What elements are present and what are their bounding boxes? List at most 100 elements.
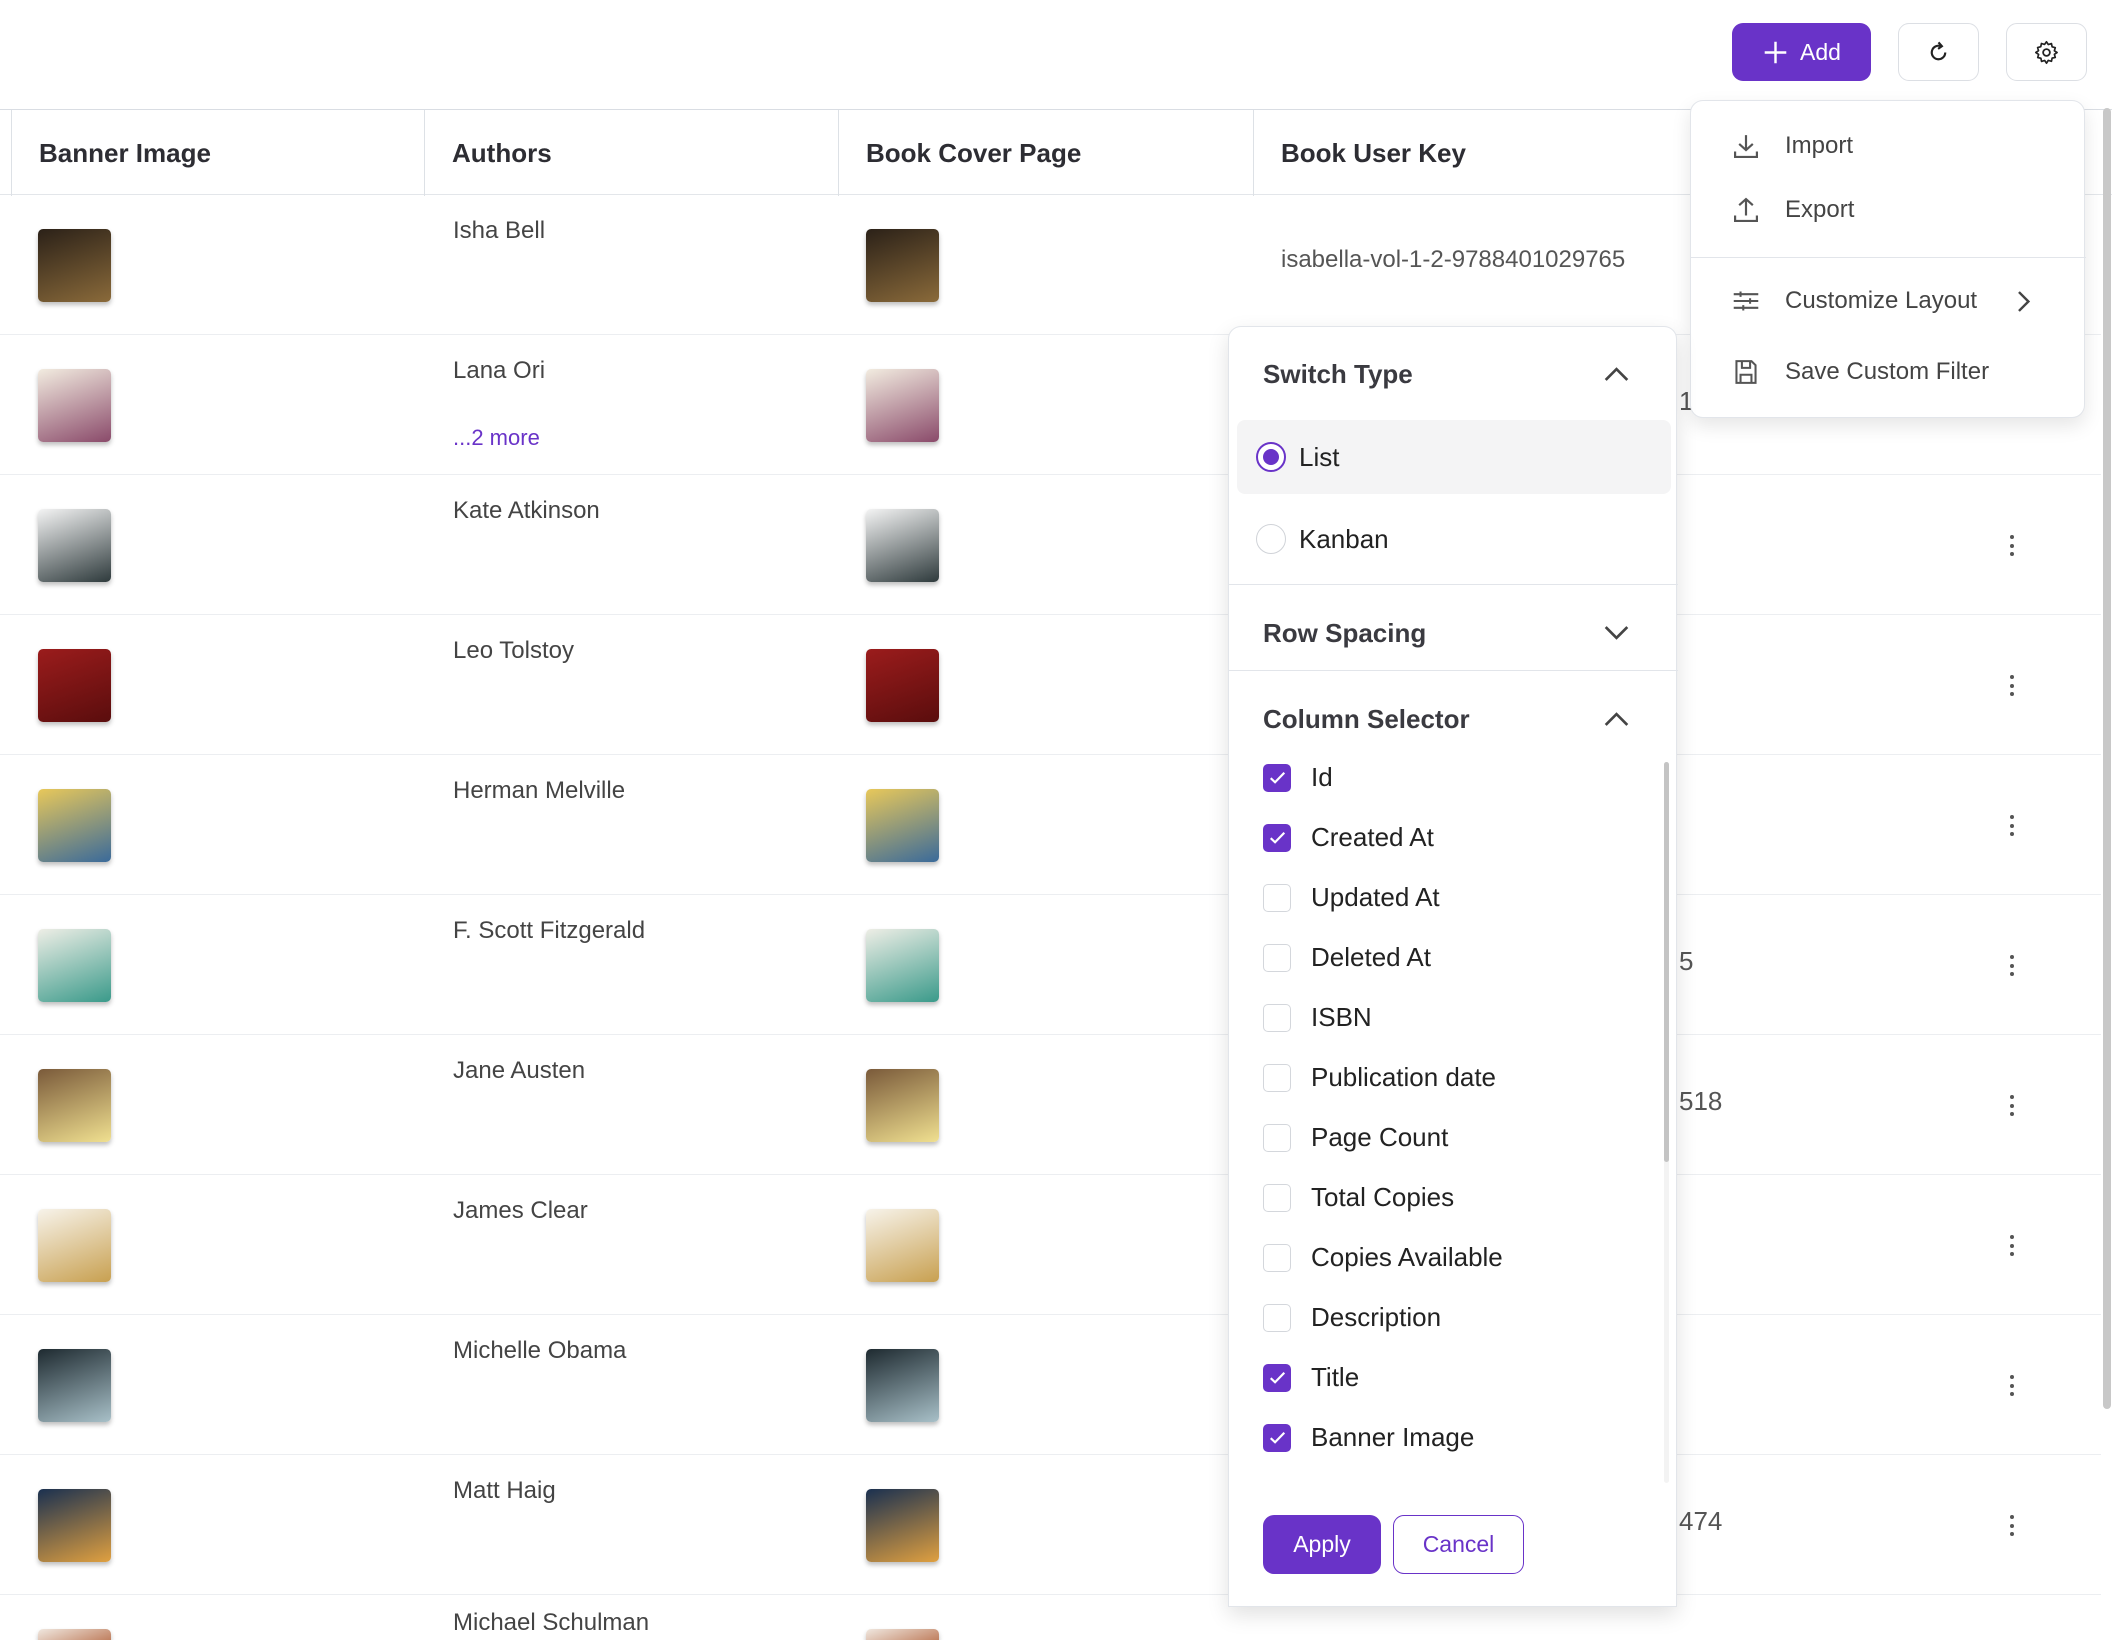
- column-header-book-user-key[interactable]: Book User Key: [1253, 110, 1684, 196]
- menu-item-import[interactable]: Import: [1731, 131, 1853, 161]
- checkbox[interactable]: [1263, 1303, 1291, 1332]
- checkbox[interactable]: [1263, 1003, 1291, 1032]
- apply-button[interactable]: Apply: [1263, 1515, 1381, 1574]
- table-row[interactable]: Herman Melville: [0, 755, 2101, 895]
- table-row[interactable]: Michelle Obama: [0, 1315, 2101, 1455]
- column-option[interactable]: Page Count: [1263, 1122, 1448, 1153]
- book-cover-image: [866, 1069, 939, 1142]
- banner-image: [38, 1629, 111, 1640]
- column-option-label: Id: [1311, 762, 1333, 792]
- refresh-button[interactable]: [1898, 23, 1979, 81]
- table-row[interactable]: James Clear: [0, 1175, 2101, 1315]
- row-actions-kebab-icon[interactable]: [2005, 952, 2019, 979]
- checkbox[interactable]: [1263, 883, 1291, 912]
- column-option[interactable]: Deleted At: [1263, 942, 1431, 973]
- refresh-icon: [1930, 41, 1947, 60]
- table-header: Banner Image Authors Book Cover Page Boo…: [0, 109, 2112, 196]
- column-selector-header[interactable]: Column Selector: [1263, 704, 1470, 734]
- book-cover-image: [866, 649, 939, 722]
- row-actions-kebab-icon[interactable]: [2005, 812, 2019, 839]
- divider: [1229, 584, 1678, 585]
- more-authors-link[interactable]: ...2 more: [453, 425, 540, 450]
- column-option-label: Deleted At: [1311, 942, 1431, 972]
- column-header-authors[interactable]: Authors: [424, 110, 838, 196]
- download-icon: [1734, 135, 1758, 158]
- table-row[interactable]: Michael Schulman: [0, 1595, 2101, 1640]
- row-actions-kebab-icon[interactable]: [2005, 1372, 2019, 1399]
- column-option[interactable]: Created At: [1263, 822, 1434, 853]
- column-option[interactable]: Id: [1263, 762, 1333, 793]
- chevron-up-icon[interactable]: [1603, 706, 1630, 733]
- row-actions-kebab-icon[interactable]: [2005, 532, 2019, 559]
- checkbox[interactable]: [1263, 763, 1291, 792]
- checkbox[interactable]: [1263, 1363, 1291, 1392]
- column-option[interactable]: Publication date: [1263, 1062, 1496, 1093]
- row-actions-kebab-icon[interactable]: [2005, 672, 2019, 699]
- checkbox[interactable]: [1263, 1063, 1291, 1092]
- cancel-button[interactable]: Cancel: [1393, 1515, 1524, 1574]
- column-option-label: Updated At: [1311, 882, 1440, 912]
- book-cover-image: [866, 1489, 939, 1562]
- chevron-up-icon[interactable]: [1603, 361, 1630, 388]
- row-actions-kebab-icon[interactable]: [2005, 1092, 2019, 1119]
- column-option[interactable]: Description: [1263, 1302, 1441, 1333]
- checkbox[interactable]: [1263, 1423, 1291, 1452]
- banner-image: [38, 1069, 111, 1142]
- settings-button[interactable]: [2006, 23, 2087, 81]
- banner-image: [38, 369, 111, 442]
- radio-list[interactable]: [1256, 442, 1286, 472]
- table-row[interactable]: Leo Tolstoy: [0, 615, 2101, 755]
- author-name: Leo Tolstoy: [453, 637, 574, 664]
- menu-item-export[interactable]: Export: [1731, 195, 1854, 225]
- column-header-banner-image[interactable]: Banner Image: [11, 110, 424, 196]
- column-option[interactable]: Copies Available: [1263, 1242, 1503, 1273]
- banner-image: [38, 929, 111, 1002]
- checkbox[interactable]: [1263, 943, 1291, 972]
- column-option-label: Total Copies: [1311, 1182, 1455, 1212]
- plus-icon: [1764, 41, 1787, 63]
- column-option[interactable]: Updated At: [1263, 882, 1440, 913]
- column-list-scrollbar[interactable]: [1664, 762, 1669, 1162]
- menu-divider: [1691, 257, 2086, 258]
- switch-type-header[interactable]: Switch Type: [1263, 359, 1413, 389]
- table-row[interactable]: F. Scott Fitzgerald 5: [0, 895, 2101, 1035]
- banner-image: [38, 229, 111, 302]
- table-row[interactable]: Isha Bell isabella-vol-1-2-9788401029765: [0, 195, 2101, 335]
- column-option[interactable]: Banner Image: [1263, 1422, 1474, 1453]
- option-kanban[interactable]: Kanban: [1237, 502, 1671, 576]
- option-list[interactable]: List: [1237, 420, 1671, 494]
- add-button[interactable]: Add: [1732, 23, 1871, 81]
- column-option[interactable]: Title: [1263, 1362, 1359, 1393]
- row-actions-kebab-icon[interactable]: [2005, 1512, 2019, 1539]
- checkbox[interactable]: [1263, 1123, 1291, 1152]
- author-name: Lana Ori: [453, 357, 546, 384]
- table-row[interactable]: Lana Ori ...2 more 1: [0, 335, 2101, 475]
- row-spacing-header[interactable]: Row Spacing: [1263, 618, 1427, 648]
- column-option-label: Description: [1311, 1302, 1442, 1332]
- column-option-label: Banner Image: [1311, 1422, 1475, 1452]
- book-user-key: 5: [1679, 946, 1694, 976]
- page-scrollbar[interactable]: [2103, 108, 2111, 1409]
- add-label: Add: [1800, 38, 1841, 65]
- book-cover-image: [866, 1349, 939, 1422]
- table-row[interactable]: Kate Atkinson: [0, 475, 2101, 615]
- menu-item-label: Customize Layout: [1785, 287, 1978, 314]
- column-header-book-cover-page[interactable]: Book Cover Page: [838, 110, 1253, 196]
- menu-item-save-custom-filter[interactable]: Save Custom Filter: [1731, 357, 1989, 387]
- checkbox[interactable]: [1263, 823, 1291, 852]
- menu-item-customize-layout[interactable]: Customize Layout: [1731, 286, 2034, 316]
- book-cover-image: [866, 1629, 939, 1640]
- book-cover-image: [866, 509, 939, 582]
- table-row[interactable]: Matt Haig 474: [0, 1455, 2101, 1595]
- radio-kanban[interactable]: [1256, 524, 1286, 554]
- column-option[interactable]: Total Copies: [1263, 1182, 1454, 1213]
- column-option[interactable]: ISBN: [1263, 1002, 1372, 1033]
- row-actions-kebab-icon[interactable]: [2005, 1232, 2019, 1259]
- author-name: Jane Austen: [453, 1057, 586, 1084]
- table-row[interactable]: Jane Austen 518: [0, 1035, 2101, 1175]
- checkbox[interactable]: [1263, 1243, 1291, 1272]
- chevron-down-icon[interactable]: [1603, 619, 1630, 646]
- checkbox[interactable]: [1263, 1183, 1291, 1212]
- check-icon: [1269, 831, 1285, 844]
